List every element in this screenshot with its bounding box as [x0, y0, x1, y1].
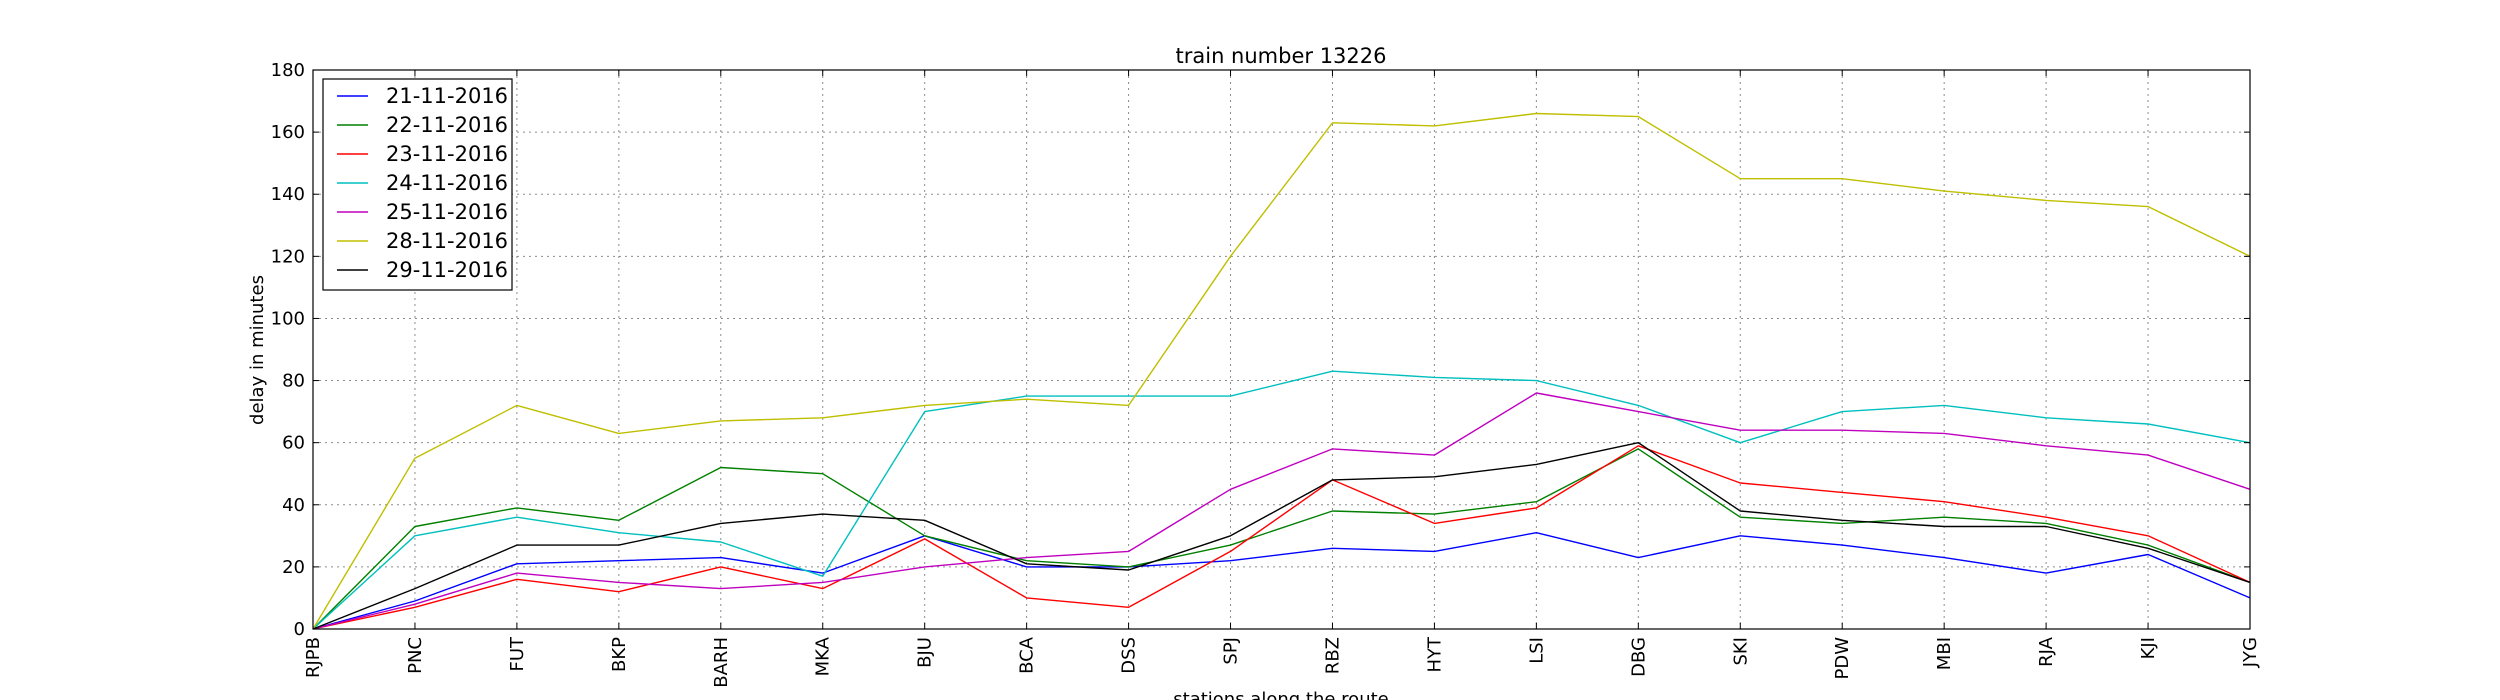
- series-lines: [312, 112, 2251, 630]
- x-tick-label: FUT: [507, 636, 528, 672]
- series-line-24-11-2016: [312, 370, 2251, 630]
- series-line-21-11-2016: [312, 532, 2251, 630]
- series-line-22-11-2016: [312, 448, 2251, 630]
- legend-entry: 29-11-2016: [386, 258, 508, 282]
- x-tick-label: RJPB: [303, 637, 324, 678]
- y-tick-label: 100: [271, 308, 305, 329]
- x-tick-label: HYT: [1424, 636, 1445, 673]
- plot-frame: [312, 69, 2251, 630]
- x-tick-label: SKI: [1730, 637, 1751, 666]
- x-tick-label: RJA: [2036, 636, 2057, 666]
- grid: [313, 70, 2250, 629]
- y-axis-label: delay in minutes: [247, 275, 268, 425]
- legend-entry: 24-11-2016: [386, 171, 508, 195]
- legend-frame: [322, 78, 513, 291]
- x-tick-label: RBZ: [1322, 637, 1343, 674]
- chart-title: train number 13226: [1176, 44, 1387, 68]
- x-tick-label: MKA: [813, 636, 834, 676]
- x-tick-label: BCA: [1017, 636, 1038, 674]
- x-tick-label: BJU: [915, 637, 936, 668]
- y-tick-label: 140: [271, 184, 305, 205]
- legend-entry: 21-11-2016: [386, 84, 508, 108]
- x-tick-label: KJI: [2138, 637, 2159, 659]
- legend-entry: 22-11-2016: [386, 113, 508, 137]
- series-line-28-11-2016: [312, 112, 2251, 630]
- legend-entry: 23-11-2016: [386, 142, 508, 166]
- x-tick-label: LSI: [1526, 637, 1547, 664]
- y-tick-label: 0: [294, 619, 305, 640]
- x-tick-label: BARH: [711, 637, 732, 688]
- x-tick-label: DBG: [1628, 637, 1649, 677]
- x-tick-label: DSS: [1119, 637, 1140, 674]
- x-tick-label: PNC: [405, 637, 426, 674]
- axis-ticks: 0 20 40 60 80 100 120 140 160 180 RJPB PNC FUT BKP BAR…: [271, 60, 2261, 688]
- y-tick-label: 20: [282, 557, 305, 578]
- legend-entry: 25-11-2016: [386, 200, 508, 224]
- x-tick-label: BKP: [609, 637, 630, 672]
- series-line-23-11-2016: [312, 445, 2251, 630]
- y-tick-label: 120: [271, 246, 305, 267]
- x-tick-label: JYG: [2240, 637, 2261, 668]
- series-line-29-11-2016: [312, 442, 2251, 630]
- y-tick-label: 160: [271, 122, 305, 143]
- x-tick-label: PDW: [1832, 637, 1853, 680]
- y-tick-label: 180: [271, 60, 305, 81]
- x-axis-label: stations along the route: [1173, 689, 1388, 700]
- x-tick-label: SPJ: [1221, 637, 1242, 665]
- y-tick-label: 40: [282, 495, 305, 516]
- y-tick-label: 60: [282, 433, 305, 454]
- series-line-25-11-2016: [312, 392, 2251, 630]
- x-tick-label: MBI: [1934, 637, 1955, 670]
- legend: 21-11-2016 22-11-2016 23-11-2016 24-11-2016…: [322, 78, 513, 291]
- legend-entry: 28-11-2016: [386, 229, 508, 253]
- y-tick-label: 80: [282, 371, 305, 392]
